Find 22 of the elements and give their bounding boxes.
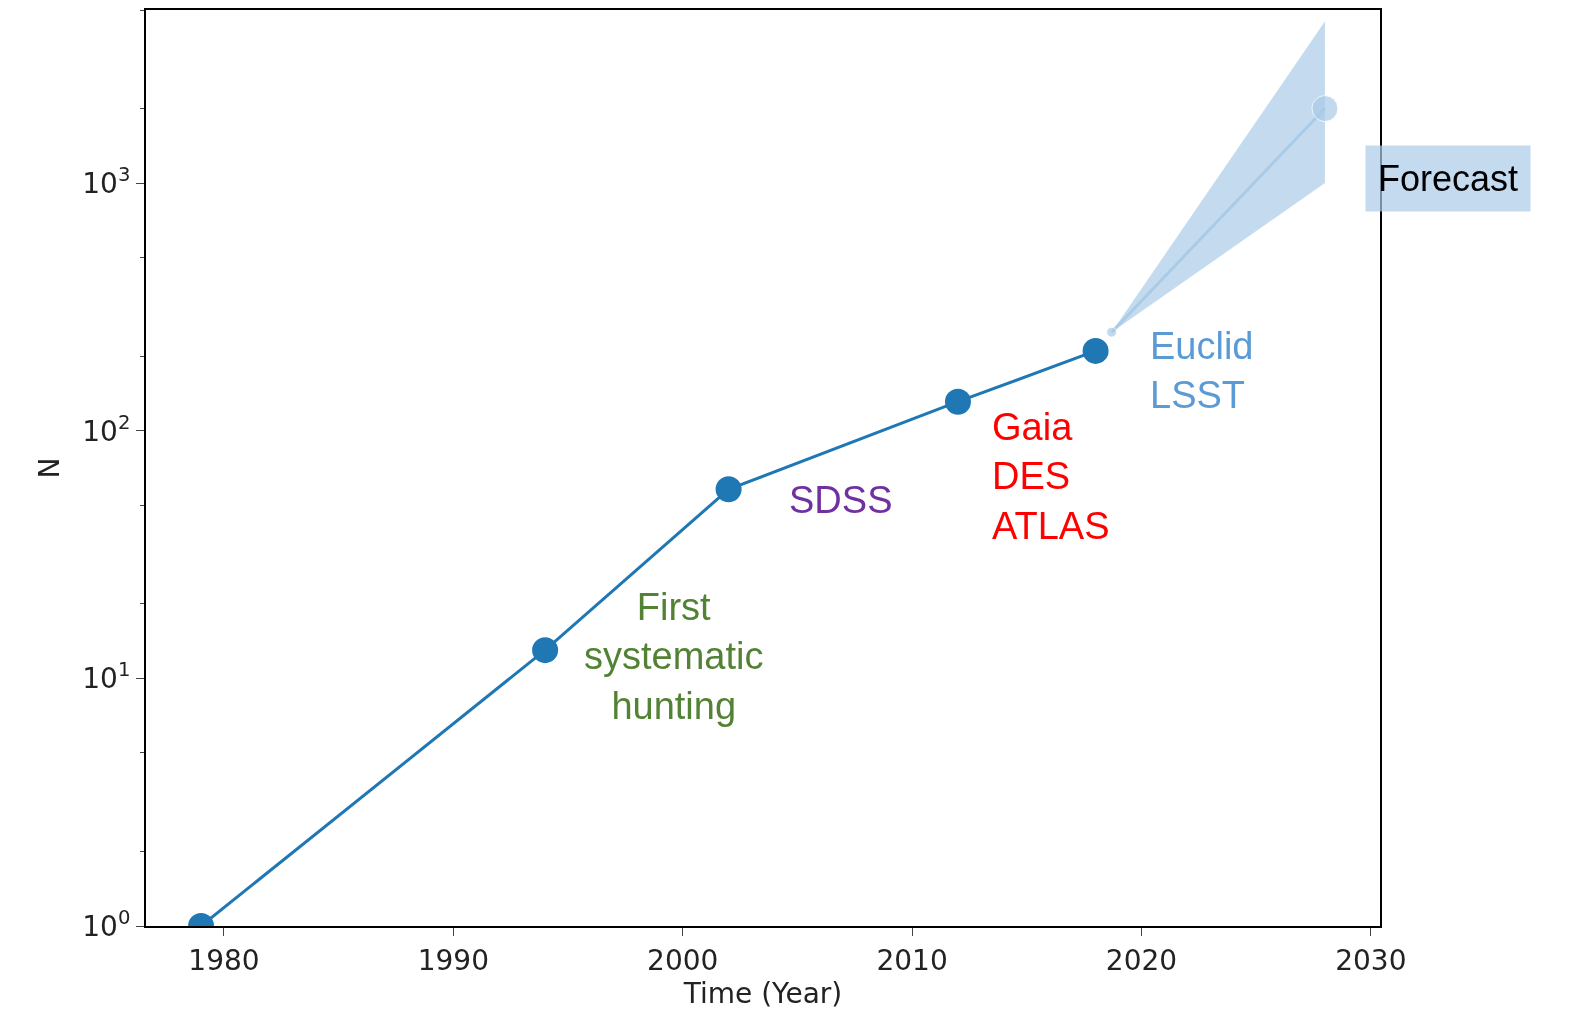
point (944, 388, 971, 415)
y-axis-title: N (33, 457, 67, 479)
x-axis-title: Time (Year) (682, 977, 843, 1011)
x-tick-label: 2010 (876, 943, 948, 977)
x-tick-label: 1990 (417, 943, 489, 977)
annotation: First systematic hunting (584, 586, 764, 727)
y-tick-label: 10$^{2}$ (82, 410, 131, 448)
x-tick-label: 2000 (647, 943, 719, 977)
annotation: SDSS (789, 479, 893, 521)
x-tick-label: 2020 (1105, 943, 1178, 977)
point (715, 476, 742, 503)
annotation: Forecast (1378, 158, 1519, 199)
point (1311, 95, 1339, 123)
point (1082, 337, 1109, 364)
y-tick-label: 10$^{3}$ (82, 163, 131, 200)
x-tick-label: 1980 (188, 943, 260, 977)
y-tick-label: 10$^{1}$ (82, 658, 131, 696)
annotation: Euclid LSST (1150, 325, 1254, 417)
point (532, 637, 559, 664)
annotation: Gaia DES ATLAS (992, 406, 1110, 547)
y-tick-label: 10$^{0}$ (82, 906, 131, 943)
x-tick-label: 2030 (1335, 943, 1407, 977)
